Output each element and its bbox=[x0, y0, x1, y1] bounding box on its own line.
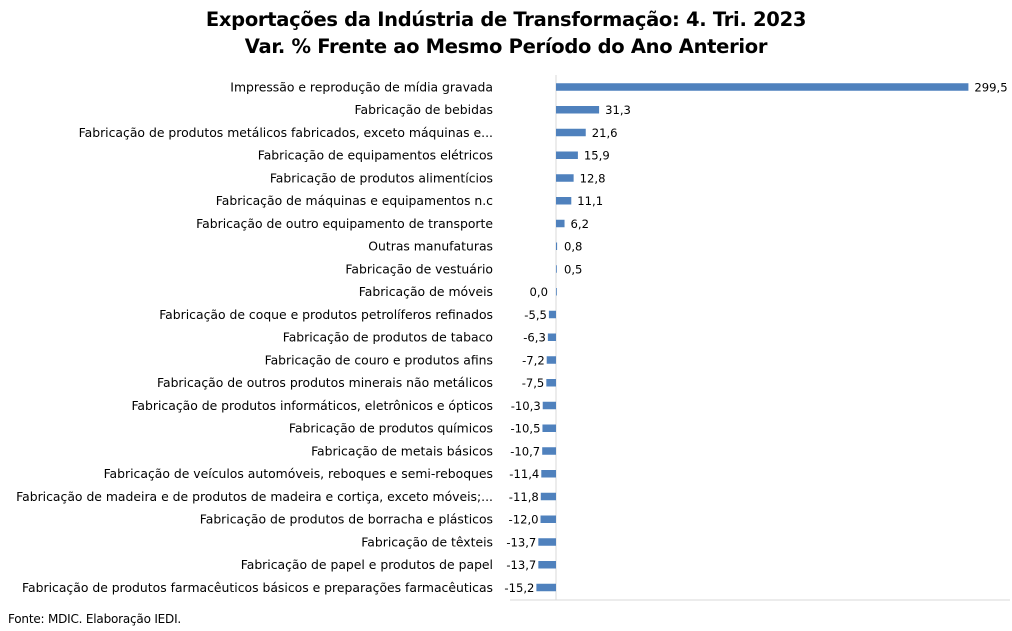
category-label-22: Fabricação de papel e produtos de papel bbox=[241, 557, 493, 572]
category-label-21: Fabricação de têxteis bbox=[361, 534, 493, 549]
value-label-12: -6,3 bbox=[523, 331, 546, 345]
bar-9 bbox=[556, 265, 557, 273]
chart-subtitle: Var. % Frente ao Mesmo Período do Ano An… bbox=[244, 35, 768, 58]
chart-title-block: Exportações da Indústria de Transformaçã… bbox=[0, 6, 1012, 60]
value-label-14: -7,5 bbox=[522, 376, 545, 390]
category-label-18: Fabricação de veículos automóveis, reboq… bbox=[104, 466, 493, 481]
bar-16 bbox=[542, 424, 556, 432]
value-label-22: -13,7 bbox=[506, 558, 536, 572]
category-label-4: Fabricação de equipamentos elétricos bbox=[258, 148, 493, 163]
bar-21 bbox=[538, 538, 556, 546]
category-label-16: Fabricação de produtos químicos bbox=[289, 421, 493, 436]
bar-17 bbox=[542, 447, 556, 455]
value-label-10: 0,0 bbox=[530, 285, 548, 299]
category-label-7: Fabricação de outro equipamento de trans… bbox=[196, 216, 493, 231]
value-label-7: 6,2 bbox=[571, 217, 589, 231]
category-label-12: Fabricação de produtos de tabaco bbox=[283, 330, 493, 345]
value-label-5: 12,8 bbox=[580, 171, 606, 185]
bar-14 bbox=[546, 379, 556, 387]
bar-22 bbox=[538, 561, 556, 569]
bar-7 bbox=[556, 219, 565, 228]
category-label-1: Impressão e reprodução de mídia gravada bbox=[230, 79, 493, 94]
value-label-4: 15,9 bbox=[584, 149, 610, 163]
bar-1 bbox=[556, 83, 969, 91]
value-label-9: 0,5 bbox=[564, 262, 582, 276]
bar-3 bbox=[556, 128, 586, 137]
bar-4 bbox=[556, 151, 578, 159]
value-label-15: -10,3 bbox=[511, 399, 541, 413]
category-label-6: Fabricação de máquinas e equipamentos n.… bbox=[216, 193, 493, 208]
value-label-8: 0,8 bbox=[564, 240, 582, 254]
bar-19 bbox=[540, 492, 556, 501]
bar-13 bbox=[546, 356, 556, 364]
bar-5 bbox=[556, 174, 574, 182]
bar-12 bbox=[547, 333, 556, 341]
value-label-17: -10,7 bbox=[510, 444, 540, 458]
category-label-11: Fabricação de coque e produtos petrolífe… bbox=[159, 307, 493, 322]
category-label-5: Fabricação de produtos alimentícios bbox=[270, 170, 493, 185]
category-label-15: Fabricação de produtos informáticos, ele… bbox=[131, 398, 493, 413]
value-label-21: -13,7 bbox=[506, 535, 536, 549]
value-label-20: -12,0 bbox=[509, 513, 539, 527]
value-label-11: -5,5 bbox=[524, 308, 547, 322]
bar-23 bbox=[536, 583, 556, 592]
value-label-3: 21,6 bbox=[592, 126, 618, 140]
category-label-3: Fabricação de produtos metálicos fabrica… bbox=[79, 125, 493, 140]
category-label-14: Fabricação de outros produtos minerais n… bbox=[157, 375, 493, 390]
category-label-9: Fabricação de vestuário bbox=[345, 261, 493, 276]
source-note: Fonte: MDIC. Elaboração IEDI. bbox=[8, 612, 182, 626]
category-label-8: Outras manufaturas bbox=[368, 239, 493, 254]
bar-2 bbox=[556, 106, 600, 114]
value-label-2: 31,3 bbox=[605, 103, 631, 117]
category-label-2: Fabricação de bebidas bbox=[355, 102, 493, 117]
value-label-13: -7,2 bbox=[522, 353, 545, 367]
value-label-19: -11,8 bbox=[509, 490, 539, 504]
chart-title: Exportações da Indústria de Transformaçã… bbox=[205, 8, 807, 31]
bar-6 bbox=[556, 197, 572, 205]
bar-15 bbox=[542, 401, 556, 410]
value-label-18: -11,4 bbox=[509, 467, 539, 481]
category-label-20: Fabricação de produtos de borracha e plá… bbox=[200, 512, 493, 527]
bar-10 bbox=[556, 288, 557, 296]
category-label-23: Fabricação de produtos farmacêuticos bás… bbox=[22, 580, 493, 595]
category-label-19: Fabricação de madeira e de produtos de m… bbox=[16, 489, 493, 504]
value-label-16: -10,5 bbox=[510, 422, 540, 436]
value-label-1: 299,5 bbox=[974, 80, 1007, 94]
bar-8 bbox=[556, 242, 558, 250]
category-label-17: Fabricação de metais básicos bbox=[311, 443, 493, 458]
category-label-10: Fabricação de móveis bbox=[359, 284, 493, 299]
value-label-23: -15,2 bbox=[504, 581, 534, 595]
bar-18 bbox=[541, 470, 556, 478]
value-label-6: 11,1 bbox=[577, 194, 603, 208]
bar-11 bbox=[548, 310, 556, 319]
category-label-13: Fabricação de couro e produtos afins bbox=[265, 352, 493, 367]
bar-20 bbox=[540, 515, 556, 523]
